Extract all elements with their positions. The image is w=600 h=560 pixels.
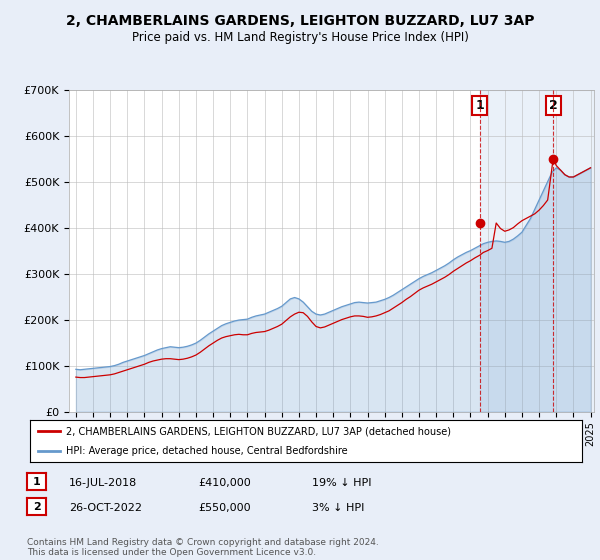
Text: 19% ↓ HPI: 19% ↓ HPI — [312, 478, 371, 488]
Text: 1: 1 — [475, 99, 484, 112]
Text: 1: 1 — [33, 477, 40, 487]
Bar — [553, 90, 594, 412]
Text: 3% ↓ HPI: 3% ↓ HPI — [312, 503, 364, 513]
Text: 16-JUL-2018: 16-JUL-2018 — [69, 478, 137, 488]
Text: 2, CHAMBERLAINS GARDENS, LEIGHTON BUZZARD, LU7 3AP: 2, CHAMBERLAINS GARDENS, LEIGHTON BUZZAR… — [66, 14, 534, 28]
Text: 26-OCT-2022: 26-OCT-2022 — [69, 503, 142, 513]
Text: Price paid vs. HM Land Registry's House Price Index (HPI): Price paid vs. HM Land Registry's House … — [131, 31, 469, 44]
Text: HPI: Average price, detached house, Central Bedfordshire: HPI: Average price, detached house, Cent… — [66, 446, 347, 456]
Text: £410,000: £410,000 — [198, 478, 251, 488]
Text: 2: 2 — [33, 502, 40, 512]
Text: 2, CHAMBERLAINS GARDENS, LEIGHTON BUZZARD, LU7 3AP (detached house): 2, CHAMBERLAINS GARDENS, LEIGHTON BUZZAR… — [66, 426, 451, 436]
Bar — [480, 90, 553, 412]
Text: Contains HM Land Registry data © Crown copyright and database right 2024.
This d: Contains HM Land Registry data © Crown c… — [27, 538, 379, 557]
Text: 2: 2 — [549, 99, 557, 112]
Text: £550,000: £550,000 — [198, 503, 251, 513]
